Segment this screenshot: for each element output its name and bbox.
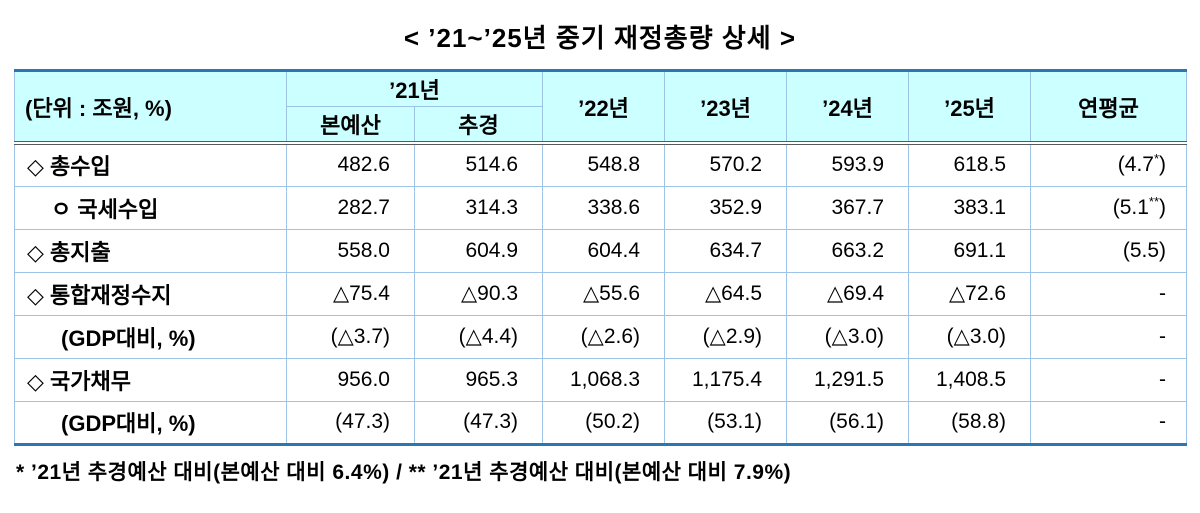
table-row-consolidated-fiscal-balance: ◇ 통합재정수지 △75.4 △90.3 △55.6 △64.5 △69.4 △…: [14, 271, 1188, 316]
row-label: ◇ 통합재정수지: [14, 271, 287, 316]
avg-value: -: [1159, 367, 1167, 391]
cell: 1,408.5: [908, 357, 1032, 402]
table-body: ◇ 총수입 482.6 514.6 548.8 570.2 593.9 618.…: [14, 142, 1188, 445]
header-year-22: ’22년: [542, 70, 666, 144]
avg-value: (5.5): [1122, 238, 1167, 262]
cell: (58.8): [908, 400, 1032, 445]
row-label: (GDP대비, %): [14, 314, 287, 359]
cell: 634.7: [664, 228, 788, 273]
header-year-25: ’25년: [908, 70, 1032, 144]
cell: △90.3: [413, 271, 544, 316]
cell: 604.9: [413, 228, 544, 273]
cell: 352.9: [664, 185, 788, 230]
row-label: ◇ 총수입: [14, 142, 287, 187]
avg-superscript: *: [1153, 151, 1160, 167]
cell: (47.3): [286, 400, 415, 445]
cell: 691.1: [908, 228, 1032, 273]
cell-average: (4.7*): [1030, 142, 1188, 187]
header-supplementary-budget: 추경: [413, 106, 544, 144]
avg-superscript: **: [1148, 193, 1160, 209]
cell: 663.2: [786, 228, 910, 273]
cell: (△2.6): [542, 314, 666, 359]
cell: 338.6: [542, 185, 666, 230]
header-year-24: ’24년: [786, 70, 910, 144]
cell: 314.3: [413, 185, 544, 230]
cell: (△2.9): [664, 314, 788, 359]
cell: 570.2: [664, 142, 788, 187]
header-year-21: ’21년: [285, 70, 544, 107]
cell: 367.7: [786, 185, 910, 230]
avg-tail: ): [1159, 195, 1167, 219]
avg-tail: ): [1159, 153, 1167, 177]
table-header: (단위 : 조원, %) ’21년 ’22년 ’23년 ’24년 ’25년 연평…: [14, 70, 1188, 144]
header-row-1: (단위 : 조원, %) ’21년 ’22년 ’23년 ’24년 ’25년 연평…: [14, 70, 1188, 144]
cell: △69.4: [786, 271, 910, 316]
cell: (53.1): [664, 400, 788, 445]
row-label: ◇ 총지출: [14, 228, 287, 273]
cell: 956.0: [286, 357, 415, 402]
cell: 482.6: [286, 142, 415, 187]
cell: 383.1: [908, 185, 1032, 230]
table-row-total-expenditure: ◇ 총지출 558.0 604.9 604.4 634.7 663.2 691.…: [14, 228, 1188, 273]
cell: (56.1): [786, 400, 910, 445]
cell: △55.6: [542, 271, 666, 316]
cell: △64.5: [664, 271, 788, 316]
cell-average: -: [1030, 400, 1188, 445]
cell: 604.4: [542, 228, 666, 273]
row-label: ◇ 국가채무: [14, 357, 287, 402]
cell: 282.7: [286, 185, 415, 230]
cell: 1,291.5: [786, 357, 910, 402]
avg-value: -: [1159, 410, 1167, 433]
cell: 593.9: [786, 142, 910, 187]
row-label: ㅇ 국세수입: [14, 185, 287, 230]
cell-average: -: [1030, 357, 1188, 402]
cell: (△4.4): [413, 314, 544, 359]
avg-value: -: [1159, 281, 1167, 305]
table-row-national-tax-revenue: ㅇ 국세수입 282.7 314.3 338.6 352.9 367.7 383…: [14, 185, 1188, 230]
budget-table: (단위 : 조원, %) ’21년 ’22년 ’23년 ’24년 ’25년 연평…: [14, 69, 1188, 446]
table-row-national-debt: ◇ 국가채무 956.0 965.3 1,068.3 1,175.4 1,291…: [14, 357, 1188, 402]
row-label: (GDP대비, %): [14, 400, 287, 445]
cell: 558.0: [286, 228, 415, 273]
avg-value: (5.1: [1112, 195, 1149, 219]
table-row-total-revenue: ◇ 총수입 482.6 514.6 548.8 570.2 593.9 618.…: [14, 142, 1188, 187]
cell: △72.6: [908, 271, 1032, 316]
cell-average: -: [1030, 271, 1188, 316]
header-year-23: ’23년: [664, 70, 788, 144]
avg-value: (4.7: [1117, 153, 1154, 177]
header-annual-average: 연평균: [1030, 70, 1188, 144]
cell: 548.8: [542, 142, 666, 187]
cell: 1,068.3: [542, 357, 666, 402]
cell: 1,175.4: [664, 357, 788, 402]
header-row-2: 본예산 추경: [15, 106, 1187, 144]
page-title: < ’21~’25년 중기 재정총량 상세 >: [403, 23, 797, 53]
cell: (47.3): [413, 400, 544, 445]
table-row-balance-gdp-ratio: (GDP대비, %) (△3.7) (△4.4) (△2.6) (△2.9) (…: [14, 314, 1188, 359]
cell: △75.4: [286, 271, 415, 316]
avg-value: -: [1159, 324, 1167, 348]
cell-average: -: [1030, 314, 1188, 359]
cell: 514.6: [413, 142, 544, 187]
unit-label: (단위 : 조원, %): [14, 70, 287, 144]
header-main-budget: 본예산: [286, 106, 415, 144]
cell: 618.5: [908, 142, 1032, 187]
cell: (△3.7): [286, 314, 415, 359]
cell: (50.2): [542, 400, 666, 445]
cell-average: (5.5): [1030, 228, 1188, 273]
cell-average: (5.1**): [1030, 185, 1188, 230]
cell: (△3.0): [908, 314, 1032, 359]
table-row-debt-gdp-ratio: (GDP대비, %) (47.3) (47.3) (50.2) (53.1) (…: [14, 400, 1188, 445]
cell: (△3.0): [786, 314, 910, 359]
footnote: * ’21년 추경예산 대비(본예산 대비 6.4%) / ** ’21년 추경…: [16, 460, 792, 484]
cell: 965.3: [413, 357, 544, 402]
